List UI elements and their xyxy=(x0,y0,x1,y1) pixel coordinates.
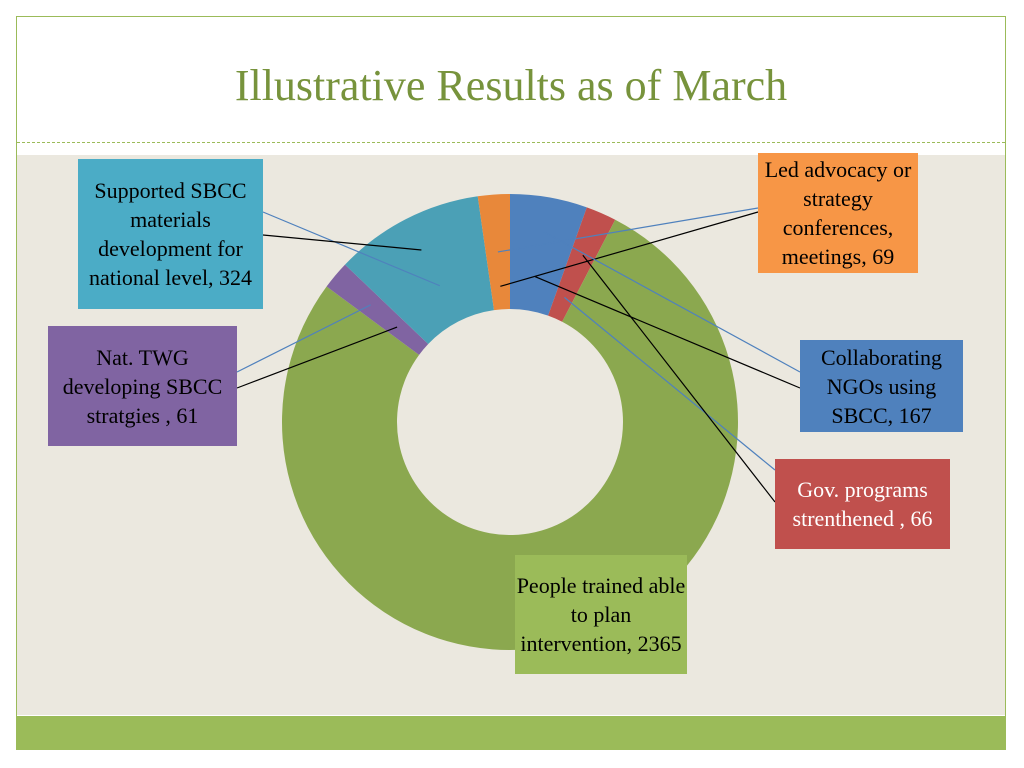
label-gov-programs: Gov. programs strenthened , 66 xyxy=(775,459,950,549)
slice-nat-twg-developing-sbcc-stratgies xyxy=(326,264,429,355)
label-people-trained: People trained able to plan intervention… xyxy=(515,555,687,674)
slice-people-trained-able-to-plan-intervention xyxy=(281,219,739,650)
leader-ngos-black xyxy=(534,276,801,389)
label-supported-materials-text: Supported SBCC materials development for… xyxy=(88,178,253,290)
leader-lines xyxy=(236,207,801,503)
leader-advocacy-black xyxy=(500,211,759,287)
label-gov-programs-text: Gov. programs strenthened , 66 xyxy=(792,477,933,531)
slide-title: Illustrative Results as of March xyxy=(234,61,788,110)
leader-ngos-blue xyxy=(542,230,801,373)
label-nat-twg-text: Nat. TWG developing SBCC stratgies , 61 xyxy=(62,344,223,428)
label-collaborating-ngos: Collaborating NGOs using SBCC, 167 xyxy=(800,340,963,432)
title-area: Illustrative Results as of March xyxy=(17,17,1005,143)
bottom-accent-bar xyxy=(17,716,1005,749)
leader-supported-blue xyxy=(262,211,441,287)
leader-supported-black xyxy=(262,234,422,251)
label-supported-materials: Supported SBCC materials development for… xyxy=(78,159,263,309)
slice-led-advocacy-or-strategy-conferences-meetings xyxy=(477,194,510,311)
label-led-advocacy: Led advocacy or strategy conferences, me… xyxy=(758,153,918,273)
leader-gov-blue xyxy=(564,296,776,471)
slice-supported-sbcc-materials-development-for-national-level xyxy=(345,196,495,345)
leader-twg-black xyxy=(236,326,398,389)
label-collaborating-ngos-text: Collaborating NGOs using SBCC, 167 xyxy=(821,344,942,428)
leader-twg-blue xyxy=(236,304,371,373)
donut-slices xyxy=(281,194,739,650)
slice-collaborating-ngos-using-sbcc xyxy=(510,194,587,316)
label-led-advocacy-text: Led advocacy or strategy conferences, me… xyxy=(764,157,912,269)
label-people-trained-text: People trained able to plan intervention… xyxy=(516,573,686,656)
leader-gov-black xyxy=(582,254,776,503)
leader-advocacy-blue xyxy=(497,207,759,253)
label-nat-twg: Nat. TWG developing SBCC stratgies , 61 xyxy=(48,326,237,446)
slice-gov-programs-strenthened xyxy=(548,207,616,322)
